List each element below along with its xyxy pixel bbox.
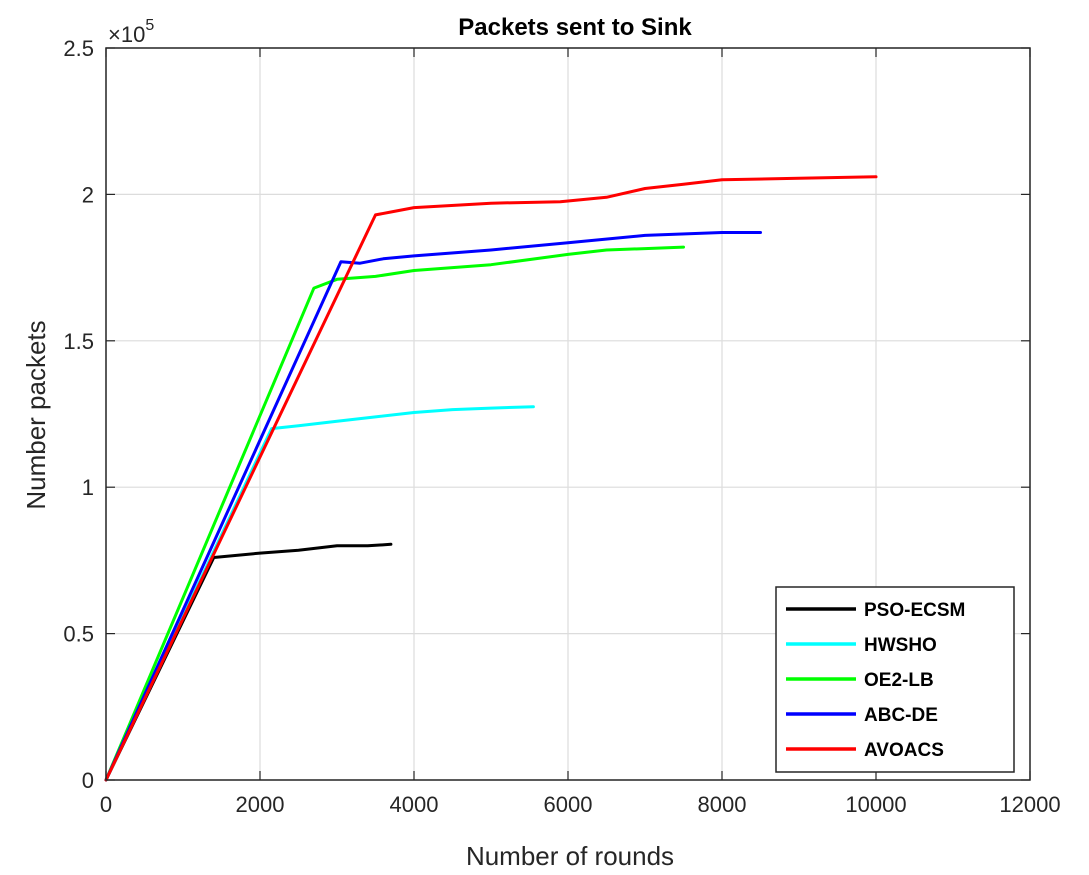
legend-label: PSO-ECSM <box>864 600 965 621</box>
y-tick-label: 0.5 <box>63 622 94 647</box>
x-tick-label: 6000 <box>544 792 593 817</box>
y-axis-label: Number packets <box>21 320 51 509</box>
y-tick-label: 2.5 <box>63 36 94 61</box>
series-line-avoacs <box>104 175 878 782</box>
series-lines <box>104 175 878 782</box>
legend-label: HWSHO <box>864 635 937 656</box>
y-axis-multiplier: ×105 <box>108 17 154 47</box>
legend-label: OE2-LB <box>864 670 934 691</box>
series-line-oe2-lb <box>104 245 685 782</box>
series-line-hwsho <box>104 405 535 782</box>
legend: PSO-ECSM HWSHO OE2-LB ABC-DE AVOACS <box>775 586 1015 773</box>
x-axis-label: Number of rounds <box>466 841 674 870</box>
legend-label: ABC-DE <box>864 705 938 726</box>
series-line-abc-de <box>104 231 762 782</box>
x-tick-label: 0 <box>100 792 112 817</box>
axis-ticks: 0 2000 4000 6000 8000 10000 12000 0 0.5 1 1.5 2 2.5 <box>63 36 1060 817</box>
legend-label: AVOACS <box>864 740 944 761</box>
x-tick-label: 10000 <box>845 792 906 817</box>
series-line-pso-ecsm <box>104 542 393 782</box>
y-tick-label: 1 <box>82 475 94 500</box>
x-tick-label: 2000 <box>236 792 285 817</box>
y-tick-label: 0 <box>82 768 94 793</box>
x-tick-label: 4000 <box>390 792 439 817</box>
chart-title: Packets sent to Sink <box>458 14 692 41</box>
y-tick-label: 1.5 <box>63 329 94 354</box>
y-tick-label: 2 <box>82 182 94 207</box>
x-tick-label: 12000 <box>999 792 1060 817</box>
x-tick-label: 8000 <box>698 792 747 817</box>
